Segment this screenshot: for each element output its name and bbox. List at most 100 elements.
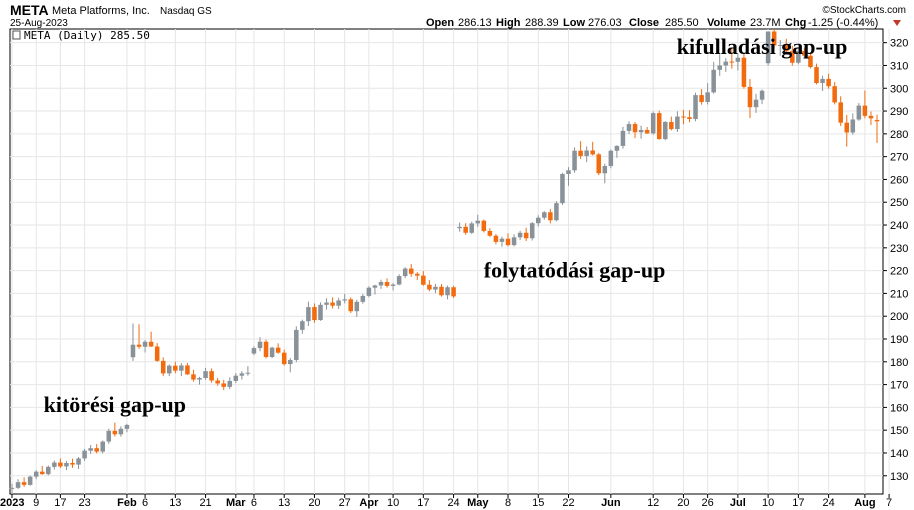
candle-body [372, 285, 378, 288]
candle-body [620, 130, 626, 146]
x-tick-label: 15 [532, 497, 544, 509]
x-tick-label: May [467, 497, 489, 509]
candle [475, 214, 481, 227]
candle [245, 366, 251, 376]
candle-body [408, 268, 414, 274]
candle [372, 284, 378, 295]
candle-body [759, 90, 765, 100]
candle [572, 147, 577, 173]
candle-body [118, 428, 124, 435]
candle-body [596, 154, 602, 174]
candle-body [765, 31, 771, 64]
y-tick-label: 290 [890, 106, 908, 118]
candle-body [554, 203, 559, 221]
candle [239, 371, 245, 380]
candle-body [638, 129, 644, 133]
candle [82, 448, 87, 461]
candle-body [9, 487, 15, 489]
low-value: 276.03 [588, 17, 622, 29]
candle [39, 465, 45, 475]
candle-body [366, 287, 372, 296]
candle [179, 363, 184, 377]
candle-body [251, 348, 257, 354]
candle [396, 274, 402, 286]
candle-body [681, 116, 686, 118]
candle-body [548, 212, 553, 221]
candle [130, 323, 136, 361]
candle-body [287, 359, 293, 365]
y-tick-label: 130 [890, 471, 908, 483]
candle-body [753, 99, 759, 108]
candle-body [348, 299, 354, 312]
candle [281, 349, 287, 366]
candle [832, 82, 837, 105]
candle [584, 146, 589, 163]
candle [650, 111, 656, 135]
candle [167, 364, 172, 377]
candle [826, 73, 831, 89]
candle-body [529, 223, 535, 239]
y-tick-label: 310 [890, 60, 908, 72]
candle-body [70, 463, 75, 465]
candle-body [517, 232, 523, 238]
y-axis: 130 140 150 160 170 180 190 200 210 220 230 240 250 2… [883, 38, 908, 483]
candle-body [160, 360, 166, 374]
candle-body [275, 347, 281, 353]
candle [294, 326, 299, 363]
candle [76, 457, 81, 469]
candle-body [421, 275, 426, 285]
candle [185, 362, 190, 376]
candle-body [777, 44, 783, 46]
candle-body [796, 50, 801, 63]
chg-label: Chg [785, 17, 806, 29]
candle [626, 121, 632, 135]
candle-body [300, 321, 305, 330]
candle [112, 422, 118, 437]
candle [160, 357, 166, 377]
candle-body [499, 238, 505, 242]
candle-body [173, 365, 178, 371]
candle [445, 285, 450, 300]
candlestick-series [9, 29, 880, 494]
candle-body [808, 55, 813, 68]
candle-body [342, 299, 347, 301]
candle [844, 114, 850, 147]
candle-body [735, 57, 741, 62]
candle [608, 149, 614, 169]
candle [735, 53, 741, 71]
candle [275, 343, 281, 354]
candle [106, 428, 112, 444]
candle [348, 297, 354, 314]
y-tick-label: 180 [890, 357, 908, 369]
y-tick-label: 140 [890, 448, 908, 460]
candle [874, 114, 880, 143]
candle-body [584, 150, 589, 156]
candle-body [257, 341, 263, 349]
candle-body [106, 430, 112, 442]
candle [227, 377, 233, 390]
y-tick-label: 320 [890, 38, 908, 50]
candle-body [523, 232, 529, 239]
candle [656, 110, 662, 140]
candle [499, 236, 505, 247]
candle-body [15, 482, 21, 488]
candle-body [663, 122, 668, 140]
x-tick-label: 10 [387, 497, 399, 509]
candle-body [215, 380, 220, 384]
candle [124, 423, 130, 433]
candle-body [402, 268, 408, 277]
candle [783, 38, 789, 53]
candle-body [693, 95, 698, 120]
candle [614, 145, 620, 158]
candle [312, 303, 317, 323]
y-tick-label: 190 [890, 334, 908, 346]
candle [554, 201, 559, 222]
stockcharts-watermark: ©StockCharts.com [822, 5, 906, 16]
candle [100, 440, 106, 454]
candle-body [481, 220, 487, 231]
candle-body [58, 462, 63, 467]
candle [596, 153, 602, 176]
candle [578, 141, 583, 159]
candle [15, 479, 21, 489]
x-tick-label: 9 [33, 497, 39, 509]
